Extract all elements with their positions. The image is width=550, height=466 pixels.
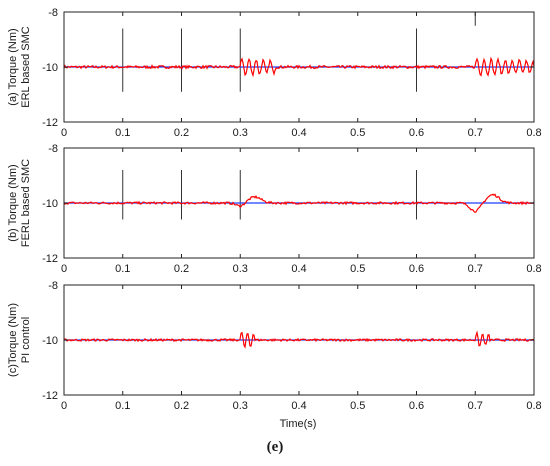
x-tick-label: 0.2	[174, 263, 189, 275]
panel-3: 0 0.1 0.2 0.3 0.4 0.5 0.6 0.7 0.8 -12 -10 -8 (c)Torq…	[7, 280, 542, 412]
y-tick-label: -12	[42, 117, 58, 129]
x-tick-label: 0.3	[233, 127, 248, 139]
x-tick-label: 0.5	[350, 263, 365, 275]
x-tick-label: 0.6	[409, 127, 424, 139]
x-tick-label: 0.8	[526, 263, 541, 275]
y-axis-title-line: (c)Torque (Nm)	[7, 303, 19, 377]
y-axis-title-line: ERL based SMC	[20, 26, 32, 108]
x-tick-label: 0.8	[526, 400, 541, 412]
panels-group: 0 0.1 0.2 0.3 0.4 0.5 0.6 0.7 0.8 -12 -10 -8 (a) Tor…	[7, 7, 542, 412]
x-tick-label: 0.3	[233, 400, 248, 412]
x-tick-label: 0.1	[115, 263, 130, 275]
y-tick-label: -12	[42, 390, 58, 402]
x-tick-label: 0	[61, 127, 67, 139]
y-tick-label: -10	[42, 198, 58, 210]
x-tick-label: 0.8	[526, 127, 541, 139]
series-measured-line	[63, 193, 535, 213]
y-tick-label: -12	[42, 253, 58, 265]
x-tick-label: 0.5	[350, 400, 365, 412]
figure-caption: (e)	[267, 439, 284, 455]
x-tick-label: 0.1	[115, 400, 130, 412]
x-tick-label: 0.5	[350, 127, 365, 139]
y-axis-title-line: (a) Torque (Nm)	[7, 28, 19, 105]
y-tick-label: -10	[42, 62, 58, 74]
y-axis-title-line: PI control	[20, 317, 32, 363]
y-tick-label: -8	[48, 280, 58, 292]
x-tick-label: 0.4	[291, 127, 306, 139]
x-tick-label: 0.3	[233, 263, 248, 275]
y-axis-title-line: (b) Torque (Nm)	[7, 164, 19, 241]
x-tick-label: 0.7	[468, 127, 483, 139]
x-tick-label: 0.6	[409, 263, 424, 275]
x-tick-label: 0.7	[468, 263, 483, 275]
y-tick-label: -10	[42, 335, 58, 347]
y-tick-label: -8	[48, 143, 58, 155]
y-axis-title-line: FERL based SMC	[20, 159, 32, 247]
x-axis-title: Time(s)	[280, 418, 317, 430]
x-tick-label: 0	[61, 263, 67, 275]
x-tick-label: 0.2	[174, 400, 189, 412]
series-measured-line	[63, 330, 535, 349]
x-tick-label: 0	[61, 400, 67, 412]
x-tick-label: 0.4	[291, 263, 306, 275]
panel-2: 0 0.1 0.2 0.3 0.4 0.5 0.6 0.7 0.8 -12 -10 -8 (b) Tor…	[7, 143, 542, 275]
panel-1: 0 0.1 0.2 0.3 0.4 0.5 0.6 0.7 0.8 -12 -10 -8 (a) Tor…	[7, 7, 542, 139]
x-tick-label: 0.2	[174, 127, 189, 139]
x-tick-label: 0.6	[409, 400, 424, 412]
series-measured-line	[63, 56, 535, 78]
x-tick-label: 0.7	[468, 400, 483, 412]
y-tick-label: -8	[48, 7, 58, 19]
x-tick-label: 0.4	[291, 400, 306, 412]
x-tick-label: 0.1	[115, 127, 130, 139]
